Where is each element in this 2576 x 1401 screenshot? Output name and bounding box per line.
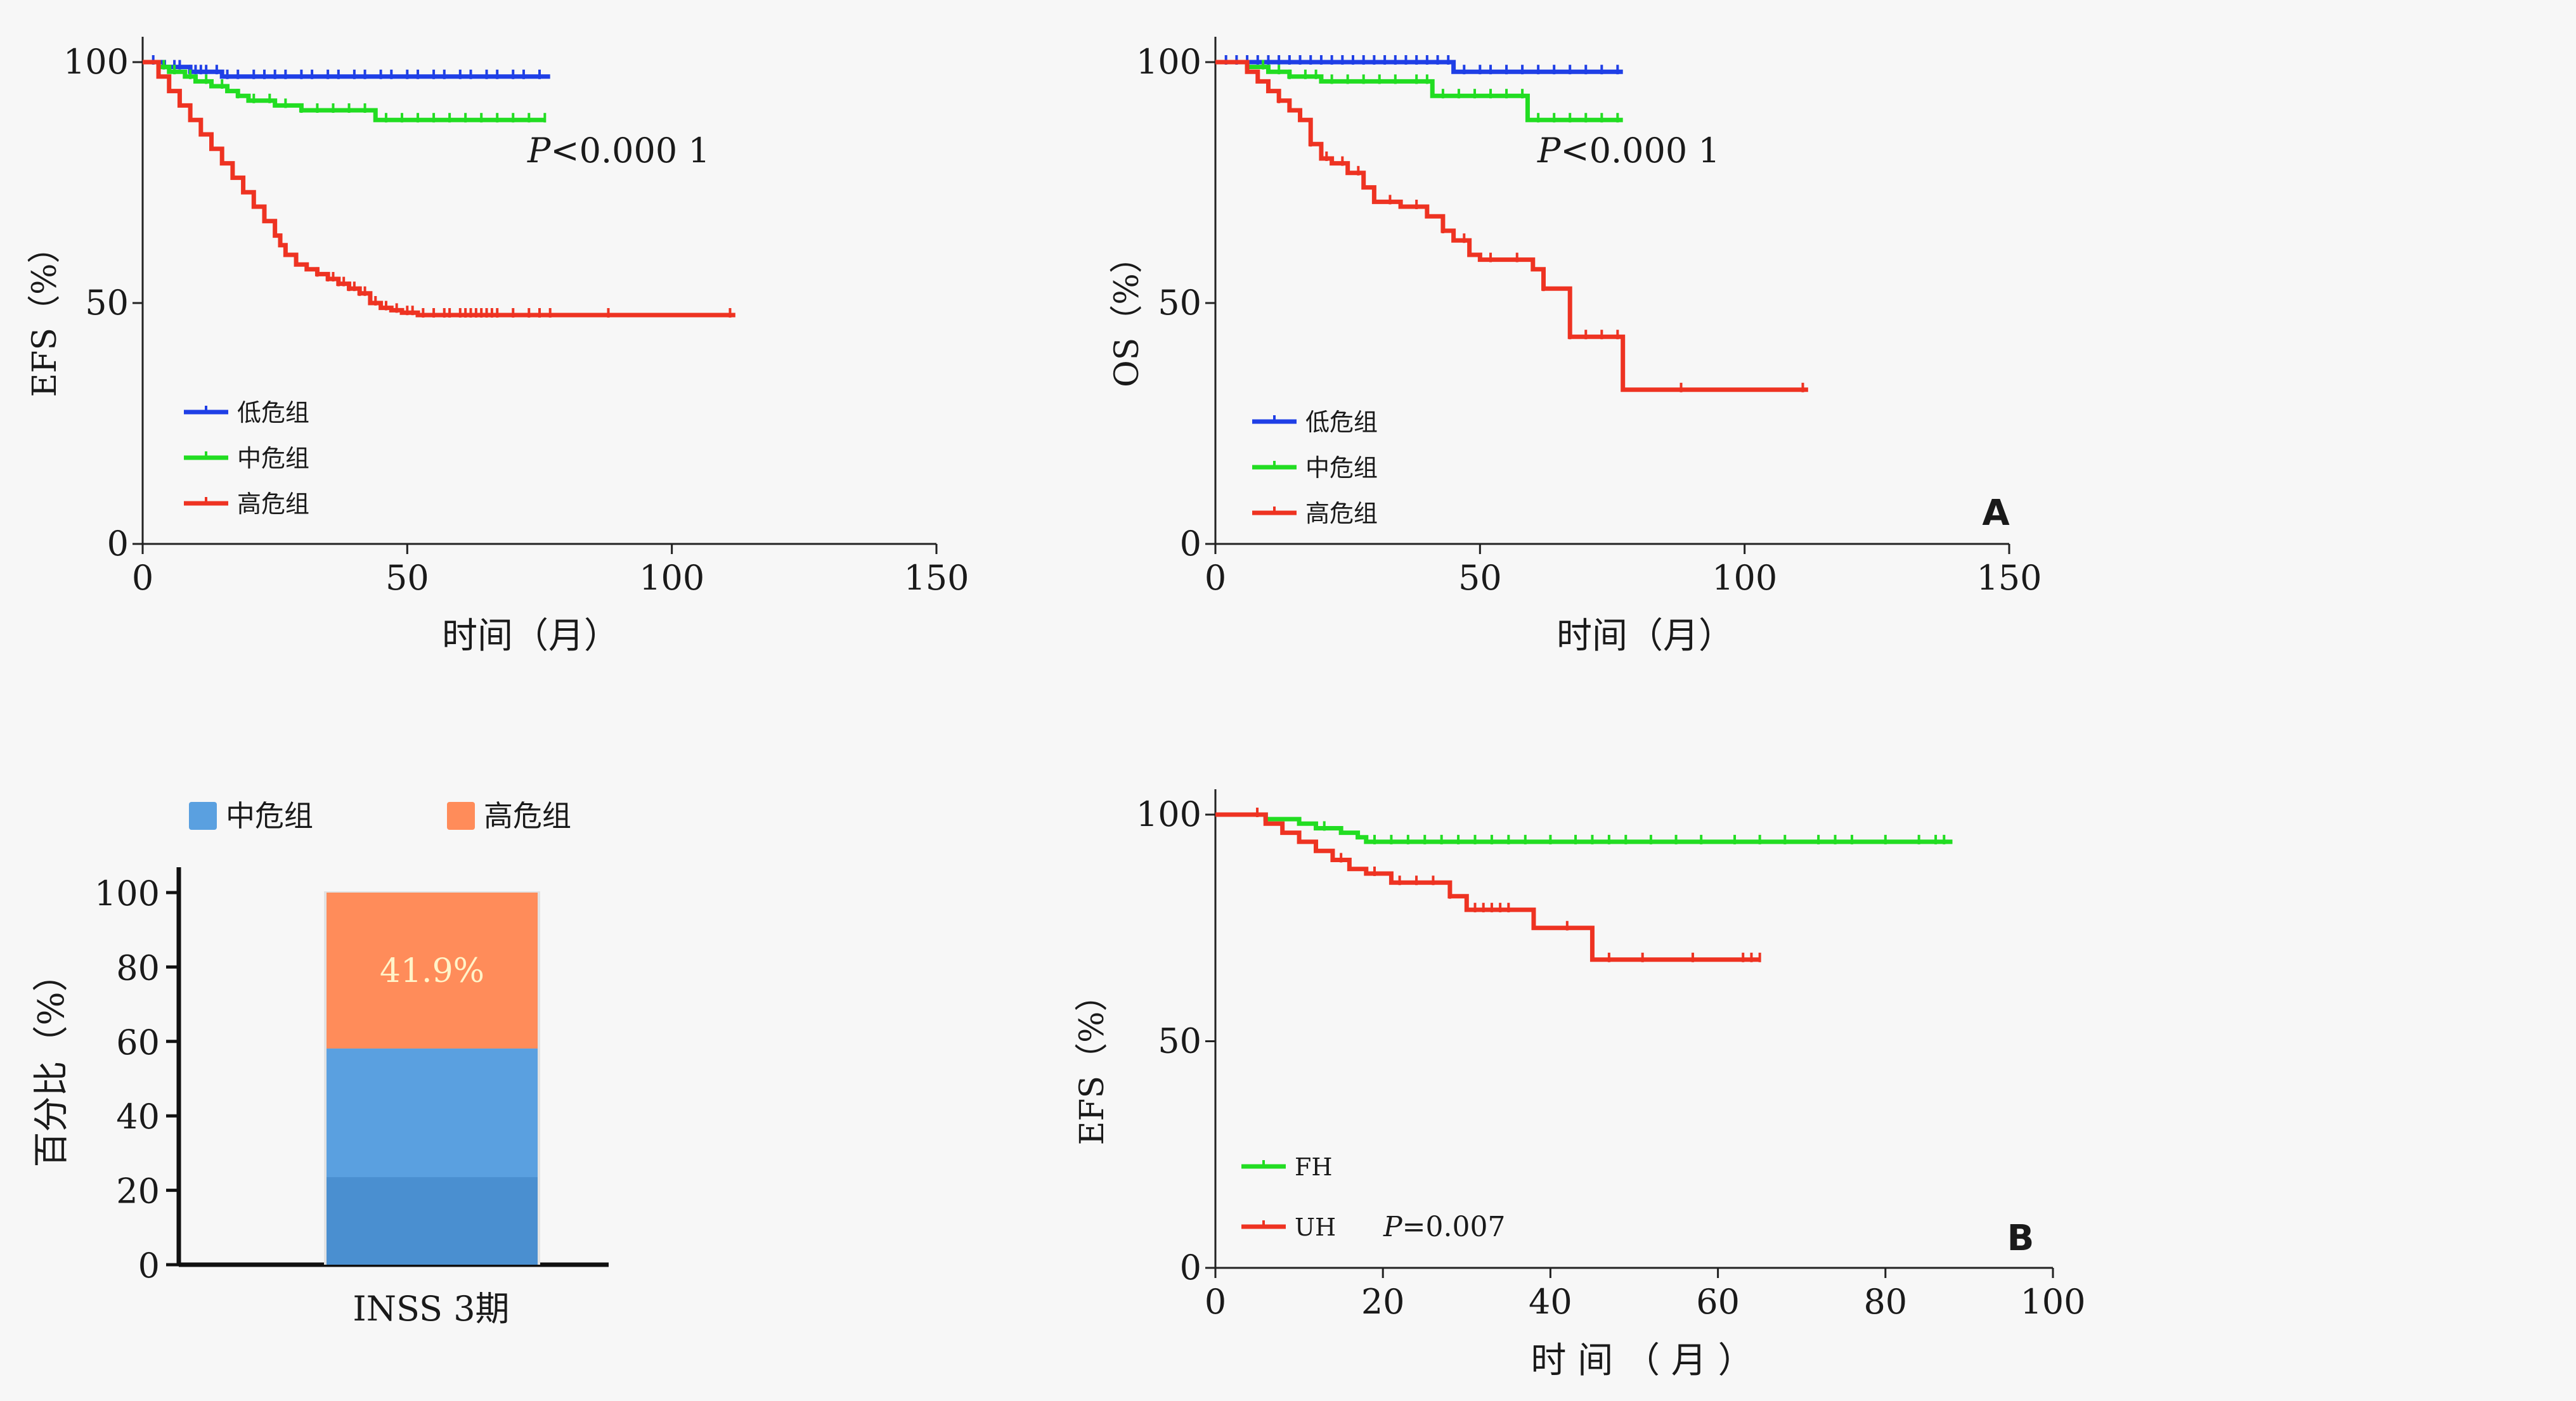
y-tick-label: 20 xyxy=(116,1172,160,1211)
inss-category-label: INSS 3期 xyxy=(353,1289,509,1329)
y-tick-label: 100 xyxy=(1136,42,1201,82)
km-curve-中危组 xyxy=(143,60,545,122)
panel-label-a: A xyxy=(1982,493,2010,534)
x-tick-label: 80 xyxy=(1863,1282,1907,1322)
legend-label: 高危组 xyxy=(237,490,309,518)
legend-label: 低危组 xyxy=(1305,408,1378,436)
inss-y-label: 百分比（%） xyxy=(31,956,72,1167)
x-tick-label: 150 xyxy=(1976,558,2042,598)
legend-label: 中危组 xyxy=(237,444,309,472)
legend-label: 高危组 xyxy=(484,799,571,833)
os-risk-y-label: OS（%） xyxy=(1108,240,1146,387)
y-tick-label: 50 xyxy=(1158,283,1201,323)
efs-histology-axes: 0 20 40 60 80 100 0 50 100 xyxy=(1136,789,2086,1322)
panel-label-b: B xyxy=(2007,1218,2035,1259)
os-risk-x-label: 时间（月） xyxy=(1557,616,1734,657)
x-tick-label: 0 xyxy=(1205,558,1226,598)
efs-risk-curves xyxy=(143,55,735,318)
km-curve-FH xyxy=(1215,812,1953,844)
y-tick-label: 0 xyxy=(107,524,129,564)
efs-histology-curves xyxy=(1215,808,1953,962)
efs-histology-p-value: P=0.007 xyxy=(1383,1211,1505,1243)
km-curve-UH xyxy=(1215,812,1760,962)
legend-label: 高危组 xyxy=(1305,500,1378,527)
km-curve-高危组 xyxy=(143,60,735,318)
x-tick-label: 20 xyxy=(1361,1282,1405,1322)
x-tick-label: 50 xyxy=(1458,558,1502,598)
x-tick-label: 100 xyxy=(1712,558,1777,598)
y-tick-label: 60 xyxy=(116,1023,160,1062)
efs-histology-y-label: EFS（%） xyxy=(1073,978,1111,1145)
km-curve-中危组 xyxy=(1215,60,1623,122)
efs-histology-chart: 0 20 40 60 80 100 0 50 100 FH UH P=0.007 B 时 间 （ … xyxy=(1073,789,2086,1381)
efs-risk-axes: 0 50 100 150 0 50 100 xyxy=(63,37,969,598)
inss-bar-axes: 0 20 40 60 80 100 xyxy=(94,867,609,1286)
y-tick-label: 80 xyxy=(116,948,160,988)
x-tick-label: 100 xyxy=(2020,1282,2085,1322)
legend-label: 中危组 xyxy=(226,799,313,833)
bar-data-label: 41.9% xyxy=(380,952,484,990)
efs-risk-x-label: 时间（月） xyxy=(442,616,619,657)
x-tick-label: 50 xyxy=(385,558,429,598)
bar-segment-shade xyxy=(327,1177,538,1265)
legend-label: FH xyxy=(1295,1153,1333,1181)
inss-stacked-bar-chart: 0 20 40 60 80 100 41.9% 中危组 高危组 INSS 3期 百分比（%） xyxy=(31,799,609,1329)
legend-swatch xyxy=(189,802,217,830)
y-tick-label: 0 xyxy=(1180,524,1201,564)
legend-label: UH xyxy=(1295,1213,1336,1241)
y-tick-label: 100 xyxy=(94,874,160,914)
km-curve-低危组 xyxy=(1215,60,1623,74)
legend-swatch xyxy=(447,802,475,830)
y-tick-label: 40 xyxy=(116,1097,160,1137)
x-tick-label: 0 xyxy=(1205,1282,1226,1322)
os-risk-axes: 0 50 100 150 0 50 100 xyxy=(1136,37,2042,598)
y-tick-label: 0 xyxy=(1180,1248,1201,1288)
os-risk-curves xyxy=(1215,55,1808,392)
y-tick-label: 100 xyxy=(1136,794,1201,834)
x-tick-label: 100 xyxy=(639,558,704,598)
inss-bar-legend: 中危组 高危组 xyxy=(189,799,571,833)
efs-risk-p-value: P<0.000 1 xyxy=(527,131,710,171)
x-tick-label: 60 xyxy=(1696,1282,1740,1322)
legend-label: 低危组 xyxy=(237,399,309,427)
x-tick-label: 40 xyxy=(1529,1282,1572,1322)
inss-bar-segments: 41.9% xyxy=(324,891,540,1265)
efs-histology-x-label: 时 间 （ 月 ） xyxy=(1531,1340,1753,1381)
x-tick-label: 150 xyxy=(903,558,969,598)
os-risk-p-value: P<0.000 1 xyxy=(1537,131,1720,171)
y-tick-label: 50 xyxy=(85,283,129,323)
y-tick-label: 50 xyxy=(1158,1021,1201,1061)
efs-histology-legend: FH UH xyxy=(1241,1153,1336,1241)
legend-label: 中危组 xyxy=(1305,454,1378,482)
x-tick-label: 0 xyxy=(132,558,153,598)
y-tick-label: 0 xyxy=(138,1246,160,1286)
efs-risk-y-label: EFS（%） xyxy=(26,230,64,397)
bar-segment-高危组 xyxy=(327,893,538,1049)
y-tick-label: 100 xyxy=(63,42,129,82)
